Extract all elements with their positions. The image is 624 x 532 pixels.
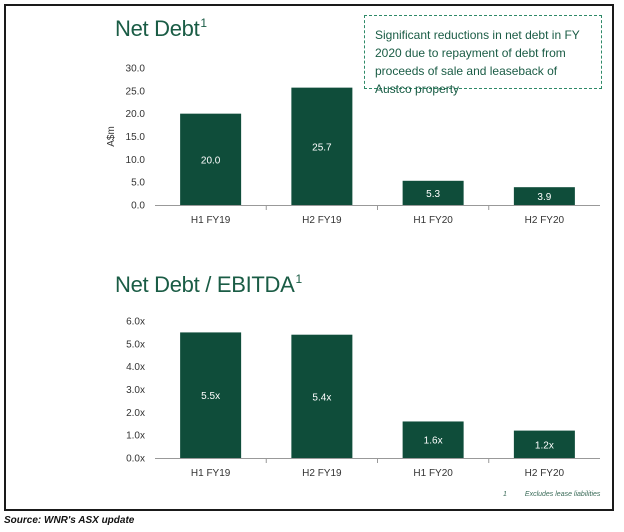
footnote: 1 Excludes lease liabilities	[503, 491, 600, 498]
ytick-label: 0.0	[131, 201, 145, 212]
ytick-label: 30.0	[126, 64, 146, 75]
bar	[513, 187, 575, 205]
source-note: Source: WNR's ASX update	[4, 515, 135, 526]
callout-box: Significant reductions in net debt in FY…	[364, 15, 602, 96]
category-label: H1 FY20	[413, 215, 453, 226]
ytick-label: 10.0	[126, 155, 146, 166]
data-label: 25.7	[312, 142, 332, 153]
callout-text: Significant reductions in net debt in FY…	[375, 28, 580, 96]
data-label: 20.0	[201, 155, 221, 166]
bar	[402, 180, 464, 205]
chart2-title: Net Debt / EBITDA1	[115, 272, 302, 297]
data-label: 3.9	[537, 192, 551, 203]
footnote-text: Excludes lease liabilities	[524, 491, 601, 498]
category-label: H2 FY19	[302, 215, 342, 226]
ytick-label: 5.0	[131, 178, 145, 189]
data-label: 5.3	[426, 189, 440, 200]
ytick-label: 20.0	[126, 109, 146, 120]
bar	[291, 87, 353, 205]
category-label: H1 FY19	[191, 215, 231, 226]
category-label: H2 FY20	[525, 215, 565, 226]
y-axis-label: A$m	[106, 126, 117, 147]
ytick-label: 15.0	[126, 132, 146, 143]
ytick-label: 25.0	[126, 86, 146, 97]
footnote-number: 1	[503, 491, 507, 498]
bar	[180, 113, 242, 205]
chart1-title: Net Debt1	[115, 16, 207, 41]
